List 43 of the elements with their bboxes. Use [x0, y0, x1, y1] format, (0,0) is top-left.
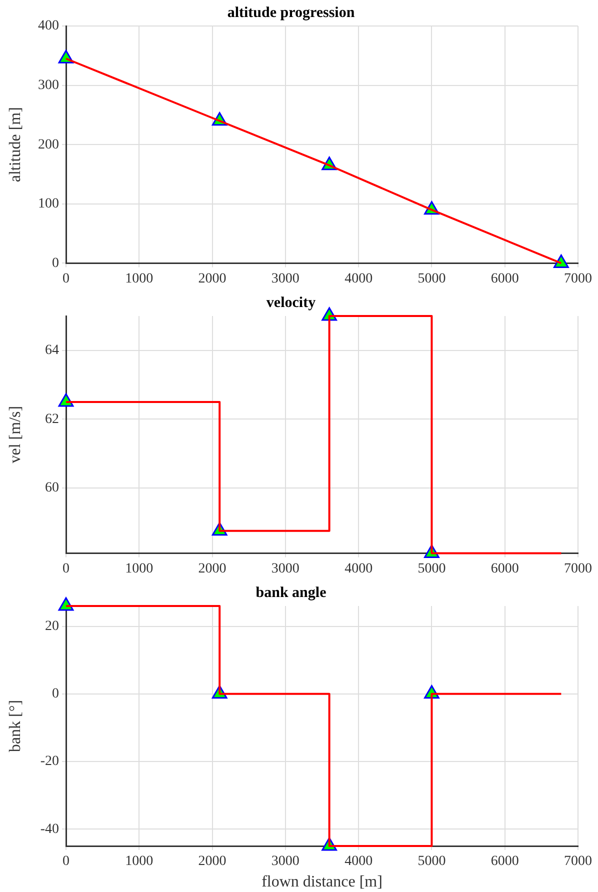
x-tick-label: 2000 — [198, 271, 226, 286]
y-tick-label: 200 — [38, 137, 59, 152]
x-axis-title: flown distance [m] — [262, 874, 382, 891]
x-tick-label: 4000 — [344, 561, 373, 576]
x-tick-label: 3000 — [271, 561, 300, 576]
y-tick-label: 60 — [45, 480, 59, 496]
y-tick-label: 300 — [38, 78, 59, 93]
x-tick-label: 7000 — [564, 561, 592, 576]
x-tick-label: 1000 — [125, 271, 154, 286]
x-tick-label: 0 — [62, 271, 70, 286]
y-tick-label: 64 — [45, 343, 59, 358]
x-tick-label: 1000 — [125, 854, 154, 870]
y-tick-label: 0 — [52, 686, 59, 702]
x-tick-label: 4000 — [344, 854, 373, 870]
x-tick-label: 6000 — [490, 271, 519, 286]
x-tick-label: 2000 — [198, 854, 226, 870]
x-tick-label: 6000 — [490, 854, 519, 870]
y-axis-title: altitude [m] — [6, 107, 24, 182]
y-tick-label: 20 — [45, 618, 59, 634]
y-tick-label: 0 — [52, 256, 59, 271]
y-tick-label: -20 — [40, 754, 59, 770]
x-tick-label: 1000 — [125, 561, 154, 576]
y-axis-title: vel [m/s] — [6, 406, 24, 464]
chart-title: altitude progression — [227, 4, 356, 21]
y-tick-label: 100 — [38, 196, 59, 212]
x-tick-label: 0 — [62, 854, 70, 870]
x-tick-label: 3000 — [271, 271, 300, 286]
x-tick-label: 2000 — [198, 561, 226, 576]
y-axis-title: bank [°] — [6, 700, 24, 752]
x-tick-label: 0 — [62, 561, 70, 576]
x-tick-label: 6000 — [490, 561, 519, 576]
x-tick-label: 5000 — [418, 271, 446, 286]
y-tick-label: 400 — [38, 18, 59, 34]
chart-title: bank angle — [256, 584, 327, 601]
x-tick-label: 7000 — [564, 854, 592, 870]
x-tick-label: 3000 — [271, 854, 300, 870]
x-tick-label: 5000 — [418, 561, 446, 576]
y-tick-label: -40 — [40, 822, 59, 837]
x-tick-label: 4000 — [344, 271, 373, 286]
chart-title: velocity — [266, 294, 316, 311]
x-tick-label: 7000 — [564, 271, 592, 286]
y-tick-label: 62 — [45, 412, 59, 427]
x-tick-label: 5000 — [418, 854, 446, 870]
